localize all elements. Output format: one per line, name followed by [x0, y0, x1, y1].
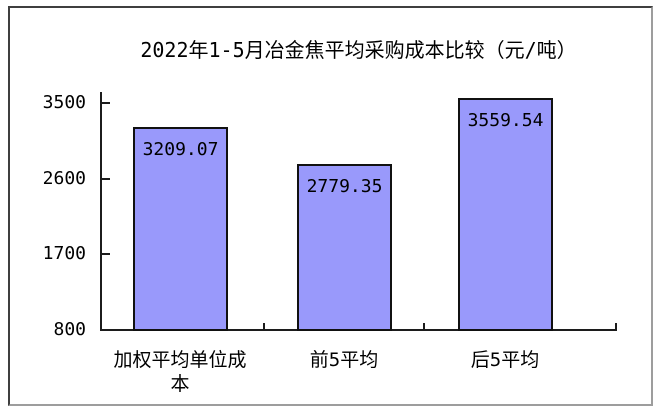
y-tick-3500: [102, 102, 110, 104]
x-category-label: 前5平均: [309, 349, 379, 371]
chart-frame: 2022年1-5月冶金焦平均采购成本比较（元/吨） 3500 2600 1700 80…: [8, 6, 653, 406]
bar-前5平均: [297, 164, 392, 331]
bar-value-label: 2779.35: [306, 176, 383, 197]
chart-title: 2022年1-5月冶金焦平均采购成本比较（元/吨）: [140, 38, 577, 62]
y-tick-label: 2600: [42, 168, 86, 189]
bar-value-label: 3209.07: [142, 139, 219, 160]
x-category-label: 加权平均单位成本: [113, 349, 247, 395]
x-tick: [263, 323, 265, 330]
y-tick-label: 3500: [42, 92, 86, 113]
y-tick-2600: [102, 178, 110, 180]
y-tick-label: 1700: [42, 243, 86, 264]
bar-后5平均: [458, 98, 553, 331]
x-category-label: 后5平均: [470, 349, 540, 371]
x-tick: [615, 323, 617, 330]
y-tick-1700: [102, 253, 110, 255]
bar-value-label: 3559.54: [467, 110, 544, 131]
y-tick-label: 800: [53, 319, 86, 340]
x-tick: [423, 323, 425, 330]
y-tick-800: [102, 329, 110, 331]
bar-加权平均单位成本: [133, 127, 228, 331]
y-axis-line: [100, 92, 102, 331]
